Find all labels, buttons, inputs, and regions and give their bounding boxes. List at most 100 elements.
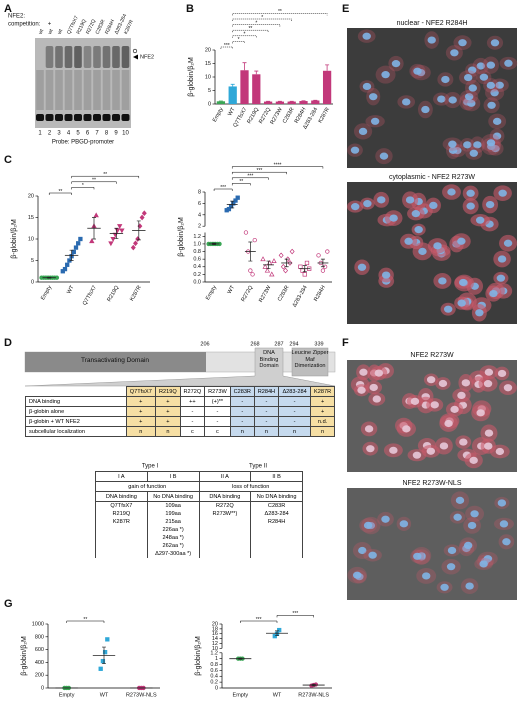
y-tick-label: 0.6 [193, 257, 201, 263]
member-cell: Q7TfsX7 [95, 501, 148, 510]
group-label: Type II [249, 464, 267, 470]
free-probe [93, 114, 101, 121]
cell-nucleus [497, 255, 507, 263]
cell-nucleus [412, 451, 422, 459]
cell-nucleus [443, 305, 453, 313]
cell-nucleus [389, 214, 398, 222]
y-tick-label: 1 [215, 656, 218, 662]
y-tick-label: 400 [35, 660, 44, 666]
data-point [272, 634, 277, 639]
gel-smear [112, 70, 120, 110]
table-cell: + [125, 416, 157, 427]
cell-nucleus [497, 499, 507, 507]
column-header: R284H [253, 386, 279, 397]
cell-nucleus [370, 117, 380, 125]
member-cell [250, 542, 303, 550]
y-tick-label: 10 [28, 236, 34, 242]
group-label: Type I [142, 464, 159, 470]
cell-nucleus [450, 405, 459, 413]
y-tick-label: 15 [205, 61, 211, 67]
row-label: β-globin + WT NFE2 [25, 416, 127, 427]
significance-label: **** [274, 162, 282, 168]
y-tick-label: 20 [205, 47, 211, 53]
lane-label: wt [47, 28, 55, 36]
cell-nucleus [484, 368, 494, 376]
y-tick-label: 0 [215, 685, 218, 691]
column-header: C283R [229, 386, 255, 397]
cell-nucleus [492, 117, 502, 125]
bar [275, 101, 285, 104]
micrograph [347, 488, 517, 600]
cell-nucleus [413, 67, 422, 75]
x-tick-label: R273W [258, 284, 273, 304]
lane-number: 9 [114, 131, 118, 137]
gel-band [102, 46, 111, 68]
x-tick-label: Δ283-284 [292, 285, 309, 309]
binding-header: No DNA binding [250, 491, 303, 502]
table-cell: - [179, 416, 206, 427]
cell-nucleus [438, 379, 448, 388]
table-cell: n [125, 426, 157, 437]
member-cell: R219Q [95, 510, 148, 518]
lane-number: 7 [95, 131, 99, 137]
y-tick-label: 4 [198, 212, 201, 218]
error-bar [248, 241, 253, 262]
panel-label: F [342, 337, 349, 349]
y-tick-label: 1.2 [210, 650, 218, 656]
significance-label: * [261, 15, 263, 21]
data-point [277, 627, 282, 633]
x-tick-label: WT [66, 284, 76, 295]
cell-nucleus [486, 61, 496, 69]
member-cell [198, 542, 252, 550]
binding-header: DNA binding [95, 491, 148, 502]
table-cell: - [277, 406, 312, 417]
data-point [105, 637, 110, 642]
data-point [278, 252, 284, 259]
gel-band [74, 46, 82, 68]
data-point [325, 249, 330, 254]
column-header: R219Q [155, 386, 181, 397]
cell-nucleus [381, 271, 391, 279]
cell-nucleus [426, 447, 436, 455]
data-point [139, 214, 145, 221]
table-cell: c [179, 426, 206, 437]
y-tick-label: 10 [212, 646, 218, 652]
y-tick-label: 20 [212, 621, 218, 627]
cell-nucleus [437, 95, 446, 103]
member-cell [198, 526, 252, 534]
table-cell: - [253, 416, 279, 427]
error-bar [102, 646, 106, 665]
cell-nucleus [486, 139, 496, 147]
y-tick-label: 2 [198, 224, 201, 230]
data-point [250, 272, 255, 277]
data-point [73, 245, 79, 250]
free-probe [112, 114, 120, 121]
error-bar [238, 657, 243, 660]
panel-label: B [186, 3, 194, 15]
table-cell: - [179, 406, 206, 417]
table-cell: + [155, 396, 181, 407]
x-tick-label: WT [273, 692, 282, 698]
table-cell: + [155, 416, 181, 427]
data-point [283, 267, 289, 274]
x-tick-label: Empty [59, 692, 75, 698]
y-tick-label: 5 [31, 258, 34, 264]
cell-nucleus [495, 81, 504, 89]
member-cell [250, 534, 303, 542]
significance-bracket [213, 188, 233, 191]
cell-nucleus [468, 84, 477, 92]
data-point [117, 224, 123, 230]
significance-bracket [232, 29, 269, 33]
cell-nucleus [479, 560, 488, 568]
bar [252, 74, 261, 104]
cell-nucleus [498, 189, 507, 197]
data-point [280, 263, 286, 270]
image-title: NFE2 R273W [410, 352, 454, 359]
class-header: II A [198, 471, 252, 482]
member-row: Δ297-300aa *) [95, 550, 303, 558]
table-cell: - [277, 416, 312, 427]
transactivating-domain [25, 352, 206, 372]
table-cell: - [204, 416, 231, 427]
domain-label: Leucine Zipper Maf Dimerization [291, 350, 329, 369]
